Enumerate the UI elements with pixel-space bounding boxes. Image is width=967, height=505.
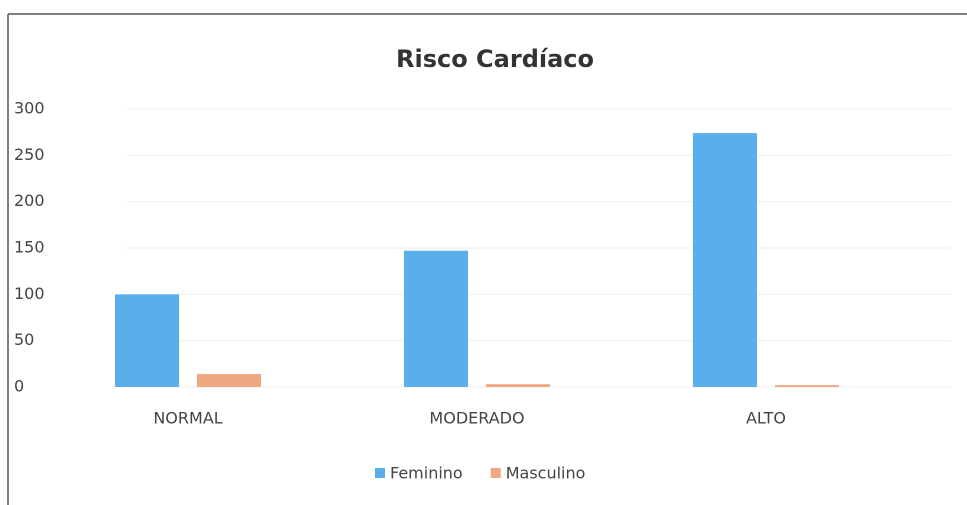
y-tick-label: 50	[14, 330, 34, 349]
y-tick-label: 200	[14, 191, 45, 210]
legend-label: Feminino	[390, 464, 463, 483]
bar	[404, 250, 468, 387]
bar	[693, 133, 757, 387]
x-tick-label: ALTO	[746, 409, 786, 428]
bar	[775, 385, 839, 387]
y-tick-label: 300	[14, 99, 45, 118]
bar	[197, 374, 261, 387]
x-tick-label: MODERADO	[429, 409, 524, 428]
legend-swatch	[375, 468, 385, 478]
y-tick-label: 250	[14, 145, 45, 164]
y-tick-label: 0	[14, 377, 24, 396]
y-tick-label: 150	[14, 238, 45, 257]
y-tick-label: 100	[14, 284, 45, 303]
legend-label: Masculino	[506, 464, 586, 483]
x-tick-label: NORMAL	[153, 409, 222, 428]
bar	[486, 384, 550, 387]
bar	[115, 294, 179, 387]
chart-title: Risco Cardíaco	[396, 45, 594, 73]
legend-swatch	[490, 468, 501, 478]
